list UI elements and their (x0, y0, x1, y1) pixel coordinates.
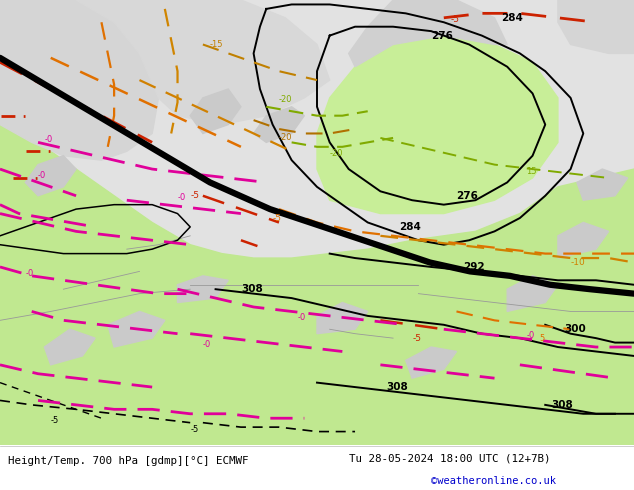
Text: -20: -20 (330, 149, 343, 158)
Text: -0: -0 (526, 331, 534, 340)
Text: -5: -5 (412, 334, 421, 343)
Polygon shape (76, 0, 330, 124)
Text: -20: -20 (279, 133, 292, 143)
Text: -0: -0 (203, 340, 211, 349)
Text: -0: -0 (44, 135, 53, 145)
Text: ©weatheronline.co.uk: ©weatheronline.co.uk (431, 476, 556, 486)
Text: 308: 308 (552, 400, 573, 410)
Polygon shape (558, 0, 634, 53)
Text: -5: -5 (450, 15, 459, 24)
Polygon shape (25, 156, 76, 196)
Text: -5: -5 (190, 424, 198, 434)
Polygon shape (108, 312, 165, 347)
Polygon shape (558, 222, 609, 258)
Text: 284: 284 (399, 222, 422, 232)
Text: -0: -0 (25, 269, 34, 278)
Polygon shape (317, 36, 558, 214)
Text: 292: 292 (463, 262, 484, 272)
Text: -5: -5 (51, 416, 59, 425)
Text: 308: 308 (387, 382, 408, 392)
Polygon shape (0, 124, 634, 445)
Text: -10: -10 (571, 258, 585, 267)
Text: 308: 308 (241, 284, 262, 294)
Text: Height/Temp. 700 hPa [gdmp][°C] ECMWF: Height/Temp. 700 hPa [gdmp][°C] ECMWF (8, 456, 248, 466)
Text: 276: 276 (456, 191, 479, 201)
Text: 15: 15 (526, 167, 537, 175)
Text: 284: 284 (501, 13, 523, 23)
Text: -5: -5 (273, 214, 281, 222)
Polygon shape (190, 89, 241, 133)
Text: 276: 276 (431, 30, 453, 41)
Text: 300: 300 (564, 324, 586, 334)
Polygon shape (254, 107, 304, 143)
Text: -5: -5 (190, 191, 199, 200)
Polygon shape (0, 0, 158, 160)
Polygon shape (317, 302, 368, 334)
Text: -0: -0 (178, 193, 186, 202)
Text: -0: -0 (38, 171, 46, 180)
Text: -0: -0 (298, 313, 306, 322)
Polygon shape (44, 329, 95, 365)
Text: -15: -15 (209, 40, 223, 49)
Polygon shape (178, 276, 228, 302)
Text: -20: -20 (279, 96, 292, 104)
Polygon shape (406, 347, 456, 378)
Text: 5: 5 (539, 334, 544, 343)
Polygon shape (577, 169, 628, 200)
Text: Tu 28-05-2024 18:00 UTC (12+7B): Tu 28-05-2024 18:00 UTC (12+7B) (349, 453, 550, 464)
Polygon shape (507, 276, 558, 312)
Polygon shape (349, 0, 507, 67)
